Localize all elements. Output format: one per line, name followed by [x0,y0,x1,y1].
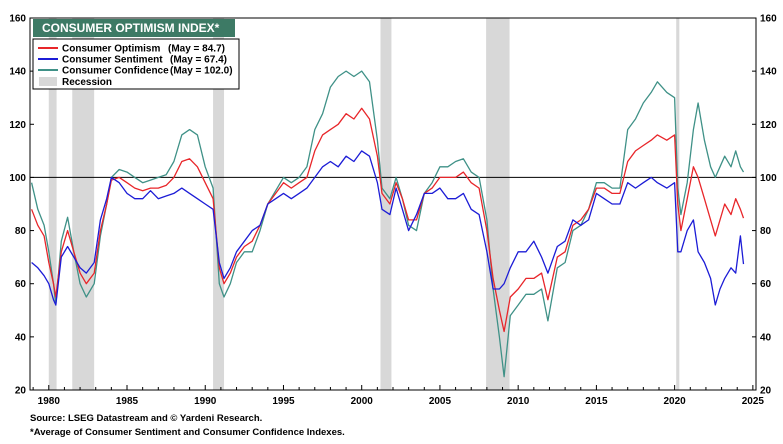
x-tick-label-1980: 1980 [38,396,61,406]
y-tick-label-right-60: 60 [760,279,772,290]
recession-band-2 [213,18,225,390]
legend: Consumer Optimism (May = 84.7) Consumer … [32,38,240,90]
legend-label-sentiment: Consumer Sentiment [62,55,163,66]
recession-band-1 [72,18,95,390]
y-tick-label-left-160: 160 [9,14,26,25]
y-tick-label-right-20: 20 [760,386,772,397]
x-tick-label-2010: 2010 [507,396,530,406]
x-tick-label-2020: 2020 [664,396,687,406]
title-background [33,19,235,37]
legend-swatch-recession [39,77,57,86]
x-tick-label-1995: 1995 [272,396,295,406]
legend-label-confidence: Consumer Confidence [62,66,169,77]
recession-band-4 [486,18,510,390]
x-tick-label-2000: 2000 [351,396,374,406]
y-tick-label-right-140: 140 [760,67,777,78]
y-tick-label-right-40: 40 [760,332,772,343]
x-tick-label-2005: 2005 [429,396,452,406]
y-tick-label-left-80: 80 [15,226,27,237]
y-tick-label-right-100: 100 [760,173,777,184]
y-tick-label-right-160: 160 [760,14,777,25]
y-tick-label-left-20: 20 [15,386,27,397]
y-tick-label-right-120: 120 [760,120,777,131]
x-tick-label-1990: 1990 [194,396,217,406]
y-tick-label-left-100: 100 [9,173,26,184]
chart-title: CONSUMER OPTIMISM INDEX* [42,21,220,35]
y-axis-left: 20 40 60 80 100 120 140 160 [9,14,34,397]
source-note: Source: LSEG Datastream and © Yardeni Re… [30,413,263,424]
legend-label-optimism: Consumer Optimism [62,44,160,55]
chart-title-box: CONSUMER OPTIMISM INDEX* [33,19,235,37]
y-tick-label-left-60: 60 [15,279,27,290]
x-tick-label-1985: 1985 [116,396,139,406]
recession-band-3 [380,18,392,390]
footnote: *Average of Consumer Sentiment and Consu… [30,427,345,438]
x-tick-label-2025: 2025 [742,396,765,406]
series-lines [30,70,745,378]
legend-label-recession: Recession [62,77,112,88]
series-line-consumer-confidence [30,70,745,378]
chart-svg: 20 40 60 80 100 120 140 160 20 40 60 80 100 120 140 16… [9,14,777,407]
y-tick-label-left-140: 140 [9,67,26,78]
legend-value-confidence: (May = 102.0) [170,66,233,77]
legend-value-sentiment: (May = 67.4) [170,55,227,66]
x-tick-label-2015: 2015 [585,396,608,406]
series-line-consumer-sentiment [31,150,745,306]
x-axis: 1980 1985 1990 1995 2000 2005 2010 2015 2020 2025 [32,385,765,406]
y-tick-label-left-120: 120 [9,120,26,131]
series-line-consumer-optimism [30,107,745,333]
y-axis-right: 20 40 60 80 100 120 140 160 [752,14,777,397]
legend-box [32,38,240,90]
recession-band-0 [48,18,57,390]
legend-value-optimism: (May = 84.7) [168,44,225,55]
y-tick-label-right-80: 80 [760,226,772,237]
y-tick-label-left-40: 40 [15,332,27,343]
